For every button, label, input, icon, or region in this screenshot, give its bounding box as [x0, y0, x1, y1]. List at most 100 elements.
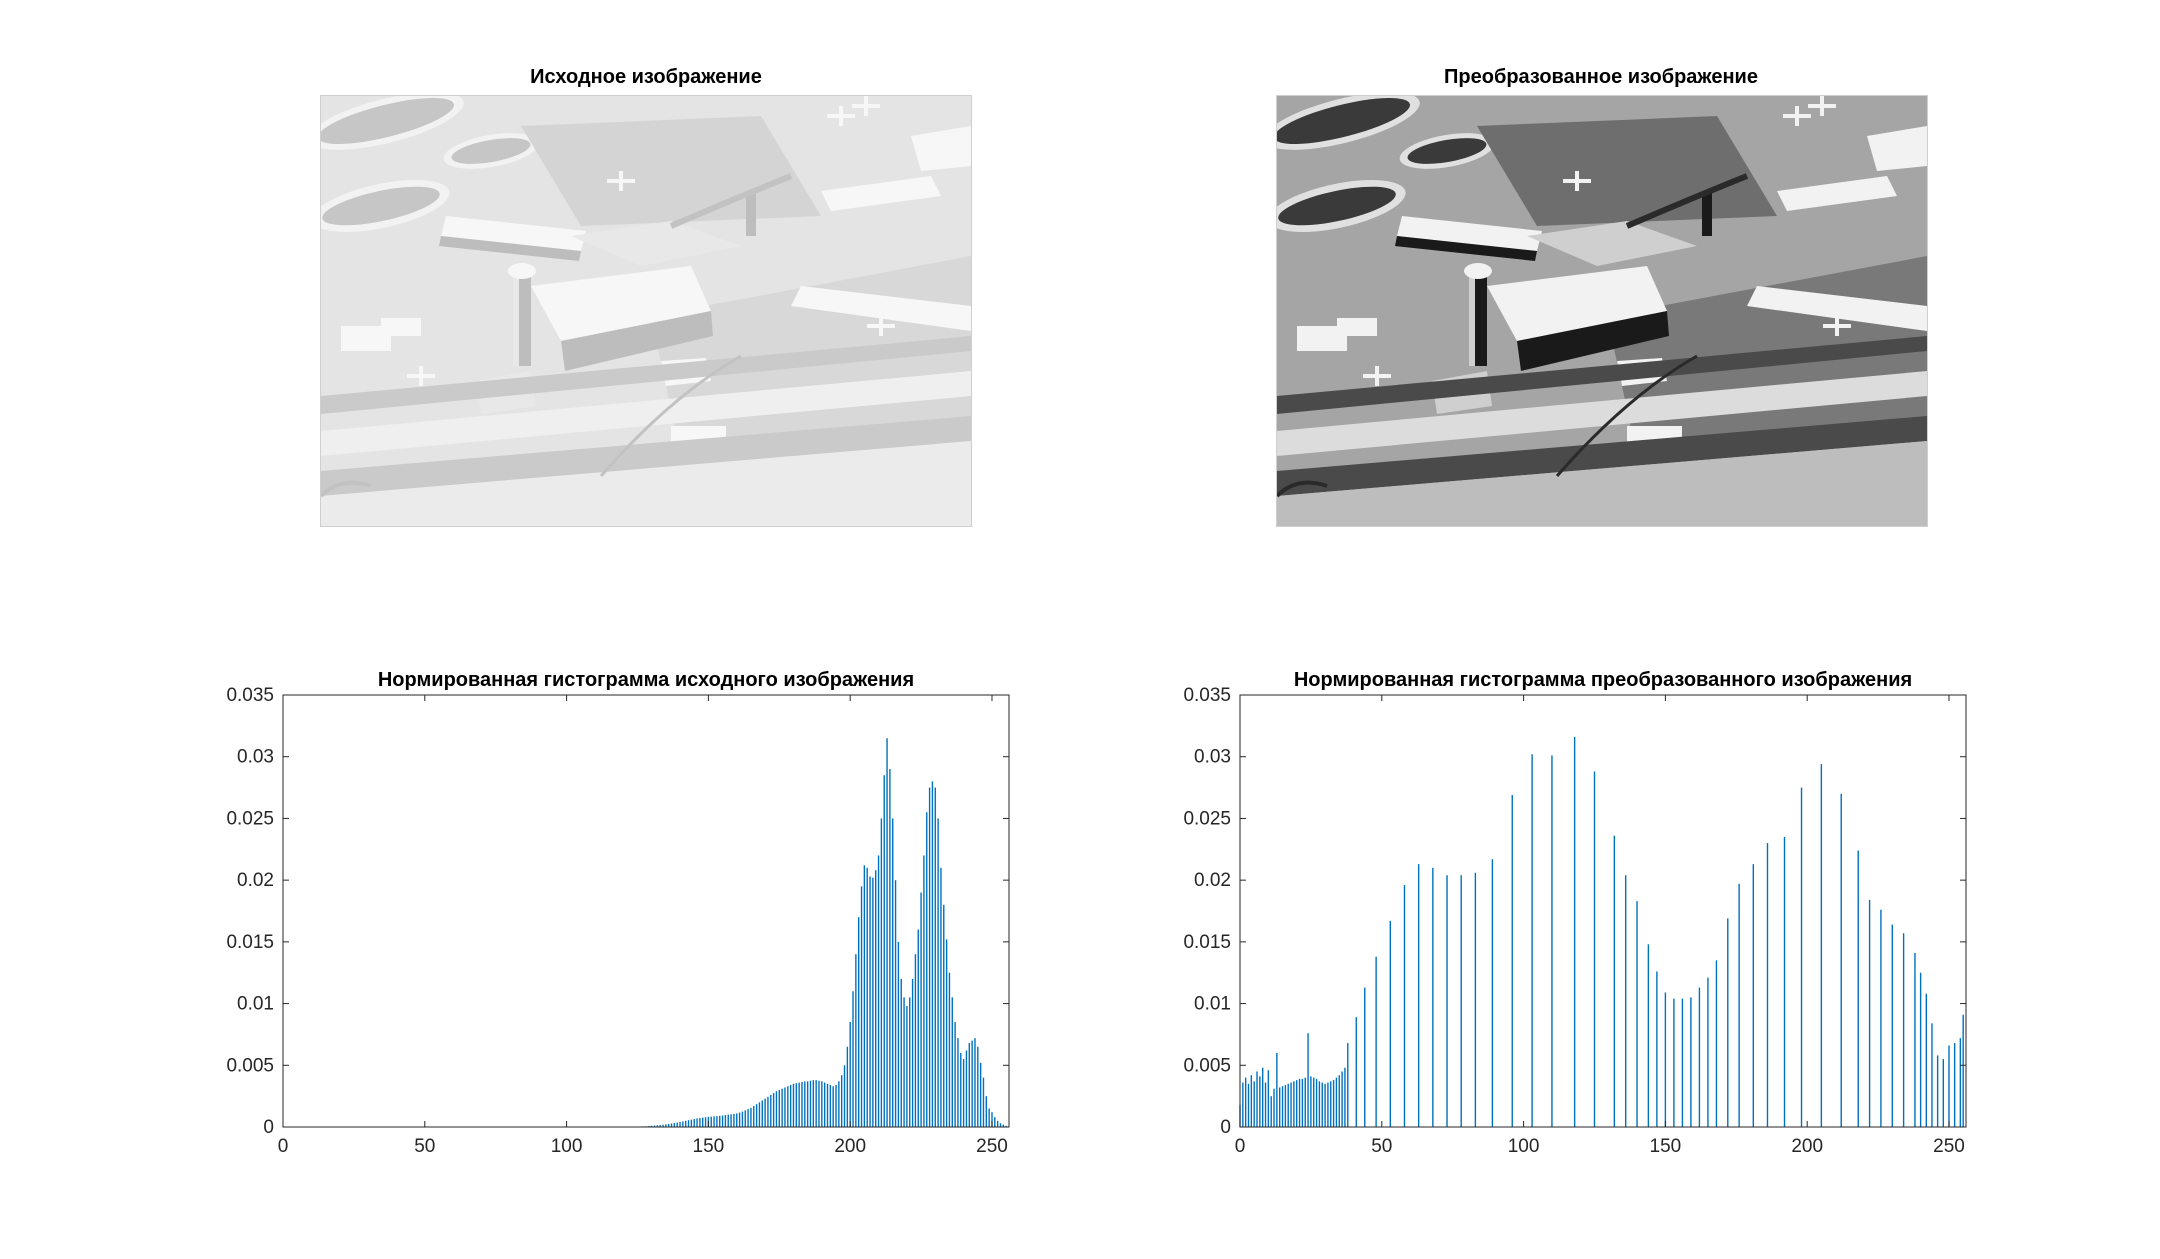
transformed-histogram-ytick-label: 0.035	[1183, 685, 1231, 706]
transformed-histogram-bar	[1284, 1085, 1287, 1127]
transformed-histogram-bar	[1953, 1043, 1956, 1127]
transformed-histogram-bar	[1656, 971, 1658, 1127]
original-histogram-bar	[857, 917, 860, 1127]
original-histogram-bar	[775, 1091, 778, 1127]
original-histogram-bar	[962, 1059, 965, 1127]
transformed-image	[1276, 95, 1928, 527]
transformed-histogram-bar	[1315, 1078, 1318, 1127]
original-histogram-bar	[994, 1117, 996, 1127]
transformed-histogram-bar	[1647, 944, 1650, 1127]
transformed-histogram-bar	[1673, 998, 1675, 1127]
original-histogram-bar	[869, 876, 871, 1127]
original-histogram-bar	[954, 1022, 956, 1127]
transformed-histogram-bar	[1341, 1071, 1343, 1127]
transformed-histogram-bar	[1613, 835, 1616, 1127]
original-histogram-bar	[866, 867, 868, 1127]
original-histogram-bar	[727, 1114, 729, 1127]
original-histogram-bar	[832, 1086, 834, 1127]
original-histogram-bar	[690, 1119, 693, 1127]
transformed-histogram-bar	[1298, 1078, 1301, 1127]
transformed-histogram-bar	[1962, 1014, 1964, 1127]
original-histogram-xtick-label: 150	[693, 1136, 725, 1157]
original-histogram-bar	[685, 1120, 687, 1127]
original-histogram-bar	[787, 1086, 789, 1127]
original-histogram-bar	[710, 1116, 712, 1127]
original-histogram-bar	[804, 1081, 806, 1127]
original-histogram-bar	[943, 904, 945, 1127]
transformed-histogram-bar	[1239, 1104, 1241, 1127]
original-histogram-bar	[897, 941, 900, 1127]
original-histogram-bar	[764, 1098, 766, 1127]
transformed-histogram-bar	[1766, 843, 1769, 1127]
original-histogram-bar	[985, 1096, 988, 1127]
transformed-histogram-bar	[1948, 1045, 1950, 1127]
transformed-histogram-bar	[1690, 997, 1692, 1127]
transformed-histogram-bar	[1293, 1081, 1295, 1127]
transformed-histogram-bar	[1403, 885, 1406, 1127]
original-histogram-bar	[761, 1100, 763, 1127]
original-histogram-bar	[974, 1038, 976, 1127]
transformed-histogram-bar	[1698, 987, 1701, 1127]
transformed-histogram-xtick-label: 0	[1235, 1136, 1246, 1157]
transformed-histogram-bar	[1942, 1059, 1945, 1127]
original-histogram-chart: Нормированная гистограмма исходного изоб…	[226, 669, 1010, 1157]
original-image-title: Исходное изображение	[530, 66, 762, 88]
original-histogram-bar	[699, 1117, 701, 1127]
original-histogram-bar	[755, 1104, 758, 1127]
original-histogram-bar	[979, 1062, 982, 1127]
transformed-histogram-bar	[1919, 972, 1922, 1127]
original-histogram-bar	[843, 1065, 846, 1127]
original-histogram-bar	[826, 1083, 829, 1127]
transformed-histogram-bar	[1250, 1075, 1253, 1127]
original-histogram-bar	[719, 1115, 721, 1127]
original-histogram-ytick-label: 0	[263, 1117, 274, 1138]
transformed-histogram-bar	[1914, 952, 1916, 1127]
original-histogram-bar	[849, 1022, 851, 1127]
transformed-histogram-bar	[1715, 960, 1718, 1127]
original-histogram-bar	[801, 1081, 803, 1127]
original-histogram-bar	[914, 954, 917, 1127]
original-histogram-xtick-label: 50	[414, 1136, 435, 1157]
original-histogram-xtick-label: 250	[976, 1136, 1008, 1157]
original-histogram-bar	[945, 939, 948, 1127]
transformed-histogram-bar	[1324, 1083, 1326, 1127]
transformed-histogram-bar	[1259, 1076, 1261, 1127]
original-histogram-ytick-label: 0.03	[237, 747, 274, 768]
original-histogram-bar	[883, 775, 885, 1127]
transformed-histogram-bar	[1276, 1052, 1278, 1127]
original-histogram-bar	[673, 1123, 676, 1127]
original-histogram-bar	[665, 1124, 667, 1127]
original-histogram-bar	[815, 1080, 817, 1127]
original-histogram-bar	[988, 1108, 990, 1127]
original-histogram-bar	[806, 1081, 809, 1127]
original-histogram-bar	[937, 818, 939, 1127]
original-histogram-bar	[948, 972, 951, 1127]
transformed-histogram-bar	[1267, 1070, 1270, 1127]
transformed-histogram-bar	[1247, 1083, 1250, 1127]
original-histogram-bar	[911, 978, 914, 1127]
original-histogram-bar	[696, 1118, 698, 1127]
transformed-histogram-bar	[1256, 1071, 1258, 1127]
transformed-histogram-ytick-label: 0.02	[1194, 870, 1231, 891]
original-histogram-xtick-label: 0	[278, 1136, 289, 1157]
transformed-histogram-bar	[1624, 875, 1627, 1127]
original-histogram-bar	[750, 1107, 752, 1127]
transformed-image-title: Преобразованное изображение	[1444, 66, 1758, 88]
transformed-histogram-bar	[1936, 1055, 1939, 1127]
original-histogram-bar	[798, 1082, 800, 1127]
original-histogram-bar	[781, 1088, 783, 1127]
original-histogram-bar	[846, 1046, 849, 1127]
original-histogram-bar	[741, 1111, 744, 1127]
transformed-histogram-bar	[1636, 901, 1638, 1127]
original-histogram-bar	[951, 997, 953, 1127]
transformed-histogram-bar	[1551, 755, 1553, 1127]
original-histogram-bar	[770, 1094, 772, 1127]
transformed-histogram-bar	[1840, 793, 1842, 1127]
transformed-histogram-bar	[1296, 1080, 1298, 1127]
transformed-histogram-bar	[1304, 1077, 1306, 1127]
original-histogram-bar	[716, 1116, 718, 1127]
transformed-histogram-bar	[1417, 864, 1420, 1127]
original-histogram-bar	[889, 769, 891, 1127]
original-histogram-bar	[682, 1121, 684, 1127]
transformed-histogram-bar	[1511, 794, 1513, 1127]
